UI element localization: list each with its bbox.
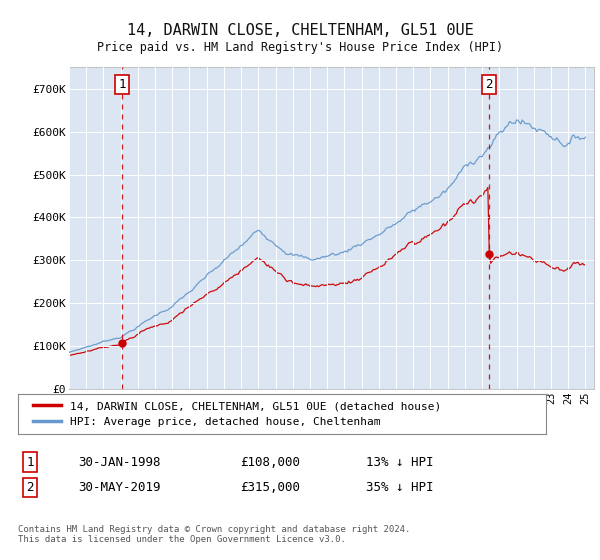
- Text: 2: 2: [26, 480, 34, 494]
- Text: 1: 1: [118, 78, 126, 91]
- Text: 35% ↓ HPI: 35% ↓ HPI: [366, 480, 433, 494]
- Text: Contains HM Land Registry data © Crown copyright and database right 2024.
This d: Contains HM Land Registry data © Crown c…: [18, 525, 410, 544]
- Legend: 14, DARWIN CLOSE, CHELTENHAM, GL51 0UE (detached house), HPI: Average price, det: 14, DARWIN CLOSE, CHELTENHAM, GL51 0UE (…: [29, 396, 446, 431]
- Text: 13% ↓ HPI: 13% ↓ HPI: [366, 455, 433, 469]
- Text: 14, DARWIN CLOSE, CHELTENHAM, GL51 0UE: 14, DARWIN CLOSE, CHELTENHAM, GL51 0UE: [127, 24, 473, 38]
- Text: 30-JAN-1998: 30-JAN-1998: [78, 455, 161, 469]
- Text: 30-MAY-2019: 30-MAY-2019: [78, 480, 161, 494]
- Text: 2: 2: [485, 78, 493, 91]
- Text: Price paid vs. HM Land Registry's House Price Index (HPI): Price paid vs. HM Land Registry's House …: [97, 40, 503, 54]
- Text: 1: 1: [26, 455, 34, 469]
- Text: £108,000: £108,000: [240, 455, 300, 469]
- Text: £315,000: £315,000: [240, 480, 300, 494]
